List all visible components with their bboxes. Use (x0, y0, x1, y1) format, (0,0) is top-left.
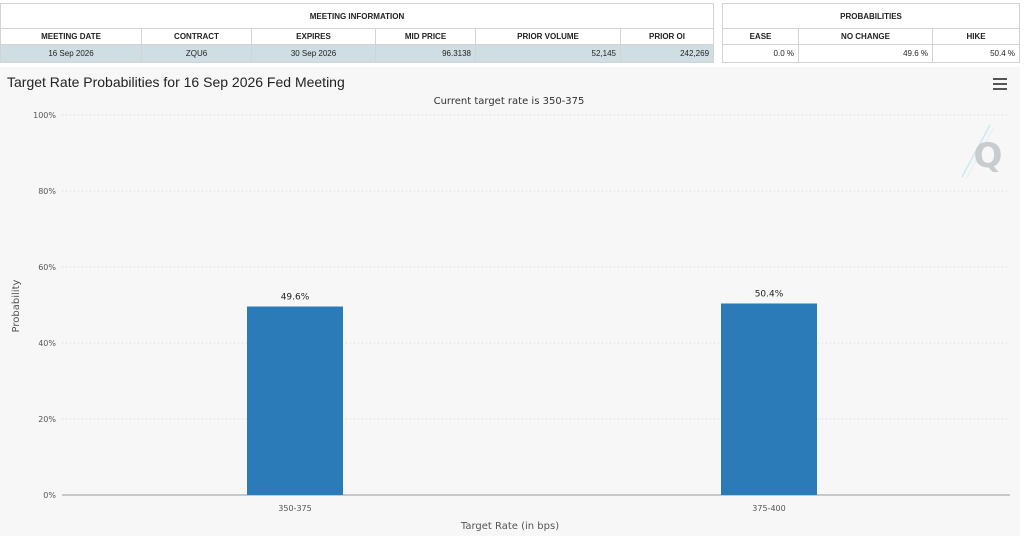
header-hike: HIKE (932, 28, 1020, 45)
y-tick-label: 60% (38, 263, 56, 272)
data-label: 49.6% (281, 293, 310, 303)
bar-350-375[interactable] (247, 306, 343, 495)
header-meeting-date: MEETING DATE (0, 28, 142, 45)
probabilities-title: PROBABILITIES (722, 3, 1020, 29)
cell-prior-volume: 52,145 (475, 44, 621, 63)
cell-prior-oi: 242,269 (619, 44, 715, 63)
y-tick-label: 100% (33, 111, 56, 120)
header-prior-oi: PRIOR OI (619, 28, 715, 45)
cell-ease: 0.0 % (722, 44, 799, 63)
meeting-info-title: MEETING INFORMATION (0, 3, 715, 29)
header-ease: EASE (722, 28, 799, 45)
cell-expires: 30 Sep 2026 (251, 44, 376, 63)
cell-hike: 50.4 % (932, 44, 1020, 63)
y-axis-title: Probability (11, 279, 22, 332)
watermark-text: Q (974, 136, 1003, 176)
chart-panel: 0% 20% 40% 60% 80% 100% 49.6% 350-375 50.4% 375-4… (0, 67, 1020, 536)
table-row: 0.0 % 49.6 % 50.4 % (722, 44, 1020, 63)
cell-meeting-date: 16 Sep 2026 (0, 44, 142, 63)
chart-title: Target Rate Probabilities for 16 Sep 202… (7, 74, 345, 90)
cell-mid-price: 96.3138 (375, 44, 476, 63)
y-tick-label: 40% (38, 339, 56, 348)
data-label: 50.4% (755, 289, 784, 299)
header-mid-price: MID PRICE (375, 28, 476, 45)
y-tick-label: 20% (38, 415, 56, 424)
x-tick-label: 350-375 (278, 504, 311, 513)
hamburger-menu-icon[interactable] (993, 78, 1007, 90)
watermark-logo: Q (961, 124, 1003, 180)
table-row: 16 Sep 2026 ZQU6 30 Sep 2026 96.3138 52,… (0, 44, 715, 63)
chart-subtitle: Current target rate is 350-375 (434, 96, 585, 107)
cell-contract: ZQU6 (141, 44, 252, 63)
probabilities-table: PROBABILITIES EASE NO CHANGE HIKE 0.0 % … (722, 3, 1020, 63)
bar-375-400[interactable] (721, 303, 817, 495)
y-tick-label: 80% (38, 187, 56, 196)
cell-no-change: 49.6 % (798, 44, 933, 63)
header-contract: CONTRACT (141, 28, 252, 45)
x-tick-label: 375-400 (752, 504, 785, 513)
header-expires: EXPIRES (251, 28, 376, 45)
bar-chart: 0% 20% 40% 60% 80% 100% 49.6% 350-375 50.4% 375-4… (11, 96, 1010, 532)
meeting-info-table: MEETING INFORMATION MEETING DATE CONTRAC… (0, 3, 715, 63)
header-prior-volume: PRIOR VOLUME (475, 28, 621, 45)
y-tick-label: 0% (43, 491, 56, 500)
x-axis-title: Target Rate (in bps) (460, 521, 559, 532)
header-no-change: NO CHANGE (798, 28, 933, 45)
